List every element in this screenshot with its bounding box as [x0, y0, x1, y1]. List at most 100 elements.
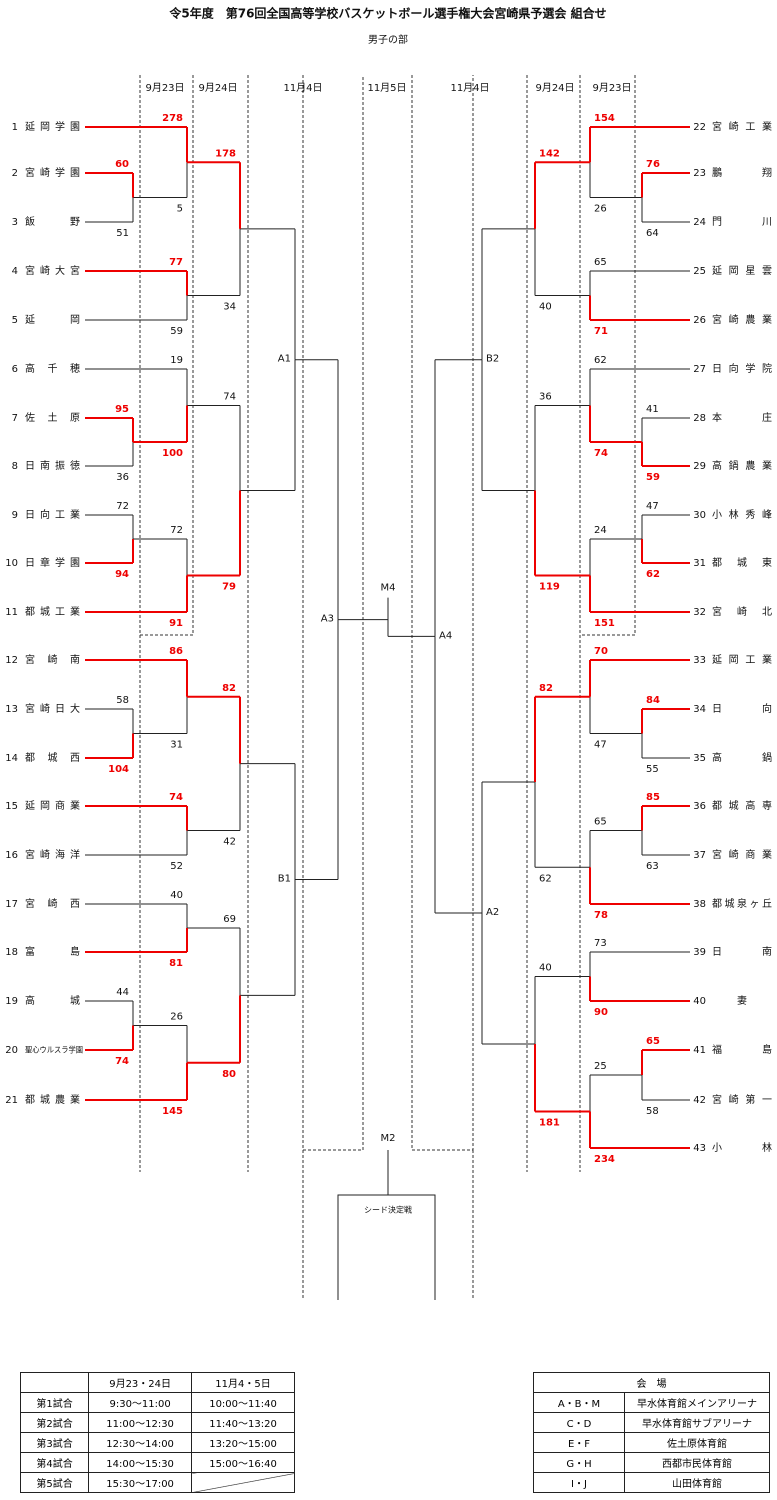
cell: 早水体育館サブアリーナ: [624, 1412, 770, 1433]
row: 9月23・24日 11月4・5日: [19, 1372, 295, 1393]
date-header: 11月4日: [450, 82, 489, 94]
cell: A・B・M: [533, 1392, 625, 1413]
team-number: 30: [693, 510, 706, 521]
cell: 12:30～14:00: [88, 1432, 193, 1453]
score: 82: [539, 683, 553, 694]
team-name: 宮崎北: [712, 605, 772, 618]
venue-table: 会 場 A・B・M 早水体育館メインアリーナ C・D 早水体育館サブアリーナ E・F 佐土原…: [533, 1372, 770, 1493]
team-number: 9: [12, 510, 18, 521]
team-number: 37: [693, 850, 706, 861]
score: 59: [646, 472, 660, 483]
score: 62: [539, 873, 552, 884]
team-number: 34: [693, 704, 706, 715]
team-number: 31: [693, 558, 706, 569]
score: 26: [594, 204, 607, 215]
score: 34: [223, 302, 236, 313]
team-name: 日章学園: [25, 556, 80, 569]
cell: 9月23・24日: [88, 1372, 193, 1393]
team-number: 23: [693, 168, 706, 179]
score: 74: [594, 448, 608, 459]
score: 42: [223, 837, 236, 848]
score: 104: [108, 764, 129, 775]
score: 151: [594, 618, 615, 629]
score: 69: [223, 914, 236, 925]
team-name: 延岡学園: [25, 120, 80, 133]
team-number: 22: [693, 122, 706, 133]
team-name: 高城: [25, 994, 80, 1007]
team-name: 都城西: [25, 752, 80, 764]
score: 5: [177, 204, 183, 215]
row: 第3試合 12:30～14:00 13:20～15:00: [19, 1432, 295, 1453]
column-dividers: [139, 75, 636, 1300]
team-name: 宮崎農業: [712, 313, 772, 326]
cell: 9:30～11:00: [88, 1392, 193, 1413]
score: 79: [222, 582, 236, 593]
team-number: 24: [693, 217, 706, 228]
score: 73: [594, 938, 607, 949]
team-number: 26: [693, 315, 706, 326]
score: 91: [169, 618, 183, 629]
team-number: 5: [12, 315, 18, 326]
team-name: 延岡工業: [712, 653, 772, 666]
team-number: 39: [693, 947, 706, 958]
score: 181: [539, 1118, 560, 1129]
team-name: 飯野: [25, 215, 80, 228]
row: 第4試合 14:00～15:30 15:00～16:40: [19, 1452, 295, 1473]
team-number: 13: [5, 704, 18, 715]
team-number: 27: [693, 364, 706, 375]
team-name: 都城工業: [25, 605, 80, 618]
cell: 11月4・5日: [191, 1372, 295, 1393]
score: 62: [594, 355, 607, 366]
cell: E・F: [533, 1432, 625, 1453]
schedule-table: 9月23・24日 11月4・5日 第1試合 9:30～11:00 10:00～11:40…: [19, 1372, 295, 1493]
score: 234: [594, 1154, 615, 1165]
score: 82: [222, 683, 236, 694]
score: 51: [116, 228, 129, 239]
team-name: 宮崎南: [25, 653, 80, 666]
score: 74: [223, 392, 236, 403]
score: 142: [539, 148, 560, 159]
team-number: 17: [5, 899, 18, 910]
cell: 佐土原体育館: [624, 1432, 770, 1453]
score: 71: [594, 326, 608, 337]
team-name: 佐土原: [25, 411, 80, 424]
team-number: 16: [5, 850, 18, 861]
team-number: 28: [693, 413, 706, 424]
team-number: 18: [5, 947, 18, 958]
team-name: 延岡商業: [25, 799, 80, 812]
team-number: 6: [12, 364, 18, 375]
team-number: 33: [693, 655, 706, 666]
date-header: 9月24日: [198, 82, 237, 94]
cell: 会 場: [533, 1372, 770, 1393]
team-number: 4: [12, 266, 18, 277]
cell: 第4試合: [19, 1452, 90, 1473]
score: 76: [646, 159, 660, 170]
team-name: 日南振徳: [25, 459, 80, 472]
bracket: 令5年度 第76回全国高等学校バスケットボール選手権大会宮崎県予選会 組合せ 男…: [5, 6, 772, 1300]
cell: I・J: [533, 1472, 625, 1493]
score: 178: [215, 148, 236, 159]
team-number: 11: [5, 607, 18, 618]
team-name: 高鍋農業: [712, 459, 772, 472]
score: 64: [646, 228, 659, 239]
cell: 第1試合: [19, 1392, 90, 1413]
team-number: 32: [693, 607, 706, 618]
cell: 第2試合: [19, 1412, 90, 1433]
team-name: 都城泉ヶ丘: [712, 897, 772, 910]
team-number: 12: [5, 655, 18, 666]
team-number: 15: [5, 801, 18, 812]
score: 24: [594, 525, 607, 536]
team-name: 小林: [712, 1141, 772, 1154]
team-name: 福島: [712, 1043, 772, 1056]
row: C・D 早水体育館サブアリーナ: [533, 1412, 770, 1433]
score: 36: [539, 392, 552, 403]
row: 第2試合 11:00～12:30 11:40～13:20: [19, 1412, 295, 1433]
cell: 11:00～12:30: [88, 1412, 193, 1433]
score: 58: [646, 1106, 659, 1117]
team-number: 25: [693, 266, 706, 277]
team-name: 宮崎商業: [712, 848, 772, 861]
row: I・J 山田体育館: [533, 1472, 770, 1493]
round-label: B2: [486, 354, 499, 365]
score: 154: [594, 113, 615, 124]
team-name: 門川: [712, 216, 772, 228]
